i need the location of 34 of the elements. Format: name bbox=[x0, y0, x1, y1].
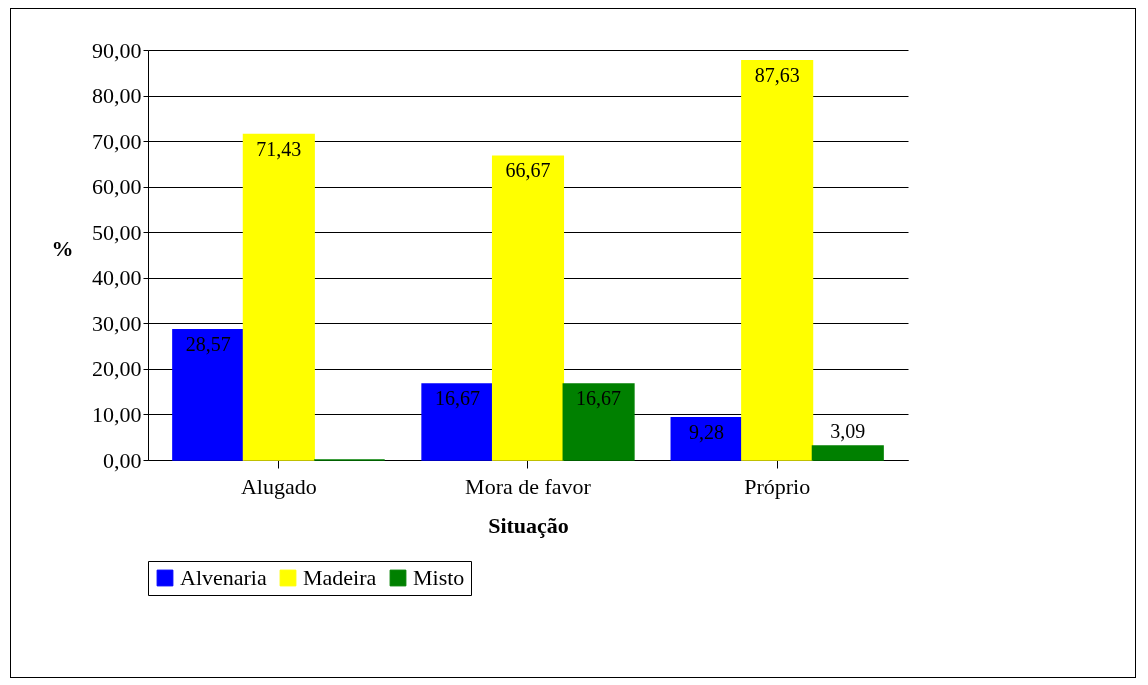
y-tick-label: 10,00 bbox=[92, 401, 142, 427]
legend-label: Madeira bbox=[303, 565, 377, 590]
y-tick-label: 40,00 bbox=[92, 265, 142, 291]
bar bbox=[811, 445, 884, 461]
bar bbox=[421, 383, 494, 461]
x-tick-label: Próprio bbox=[744, 473, 811, 499]
data-label: 3,09 bbox=[830, 419, 866, 442]
y-tick-label: 20,00 bbox=[92, 356, 142, 382]
data-label: 9,28 bbox=[689, 420, 725, 443]
bar bbox=[491, 155, 565, 461]
y-tick-label: 60,00 bbox=[92, 174, 142, 200]
x-tick-label: Mora de favor bbox=[465, 473, 592, 499]
y-axis-title: % bbox=[51, 235, 74, 261]
bar bbox=[242, 133, 315, 461]
y-tick-label: 50,00 bbox=[92, 219, 142, 245]
data-label: 28,57 bbox=[185, 332, 231, 355]
data-label: 16,67 bbox=[576, 387, 622, 410]
y-tick-label: 0,00 bbox=[103, 447, 142, 473]
y-tick-label: 30,00 bbox=[92, 310, 142, 336]
data-label: 16,67 bbox=[434, 387, 480, 410]
bar bbox=[741, 60, 814, 461]
x-axis-title: Situação bbox=[488, 512, 569, 538]
x-tick-label: Alugado bbox=[240, 473, 317, 499]
bar bbox=[172, 329, 245, 461]
y-tick-label: 80,00 bbox=[92, 83, 142, 109]
legend-label: Misto bbox=[413, 565, 465, 590]
data-label: 71,43 bbox=[256, 137, 302, 160]
bar bbox=[562, 383, 635, 461]
y-tick-label: 90,00 bbox=[92, 37, 142, 63]
data-label: 66,67 bbox=[505, 159, 551, 182]
bar bbox=[670, 416, 743, 461]
data-label: 87,63 bbox=[754, 63, 800, 86]
legend-label: Alvenaria bbox=[180, 565, 267, 590]
y-tick-label: 70,00 bbox=[92, 128, 142, 154]
